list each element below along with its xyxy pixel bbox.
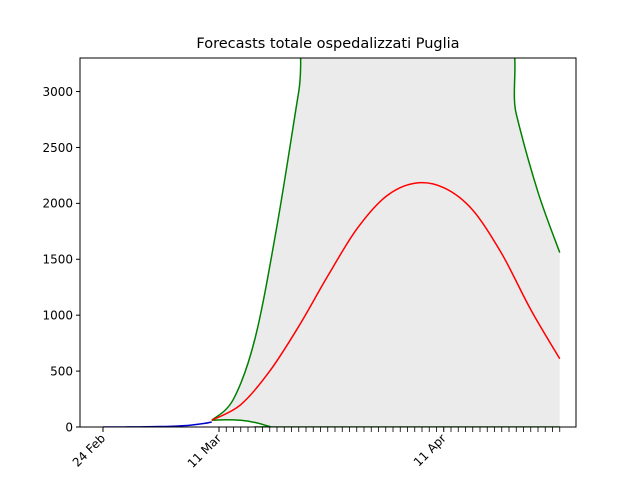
y-tick-label: 1500: [42, 253, 73, 267]
y-tick-label: 2500: [42, 141, 73, 155]
forecast-line: [211, 181, 561, 421]
lower-bound-line: [211, 418, 560, 427]
x-tick-label: 11 Mar: [185, 431, 224, 470]
y-tick-label: 1000: [42, 308, 73, 322]
y-tick-label: 500: [50, 364, 73, 378]
confidence-band: [211, 58, 560, 427]
x-tick-label: 24 Feb: [70, 431, 108, 469]
x-tick-label: 11 Apr: [411, 431, 449, 469]
y-tick-label: 2000: [42, 197, 73, 211]
observed-line: [103, 421, 212, 427]
upper-bound-line: [211, 58, 561, 421]
y-tick-label: 3000: [42, 85, 73, 99]
y-tick-label: 0: [65, 420, 73, 434]
chart-title: Forecasts totale ospedalizzati Puglia: [196, 36, 459, 52]
